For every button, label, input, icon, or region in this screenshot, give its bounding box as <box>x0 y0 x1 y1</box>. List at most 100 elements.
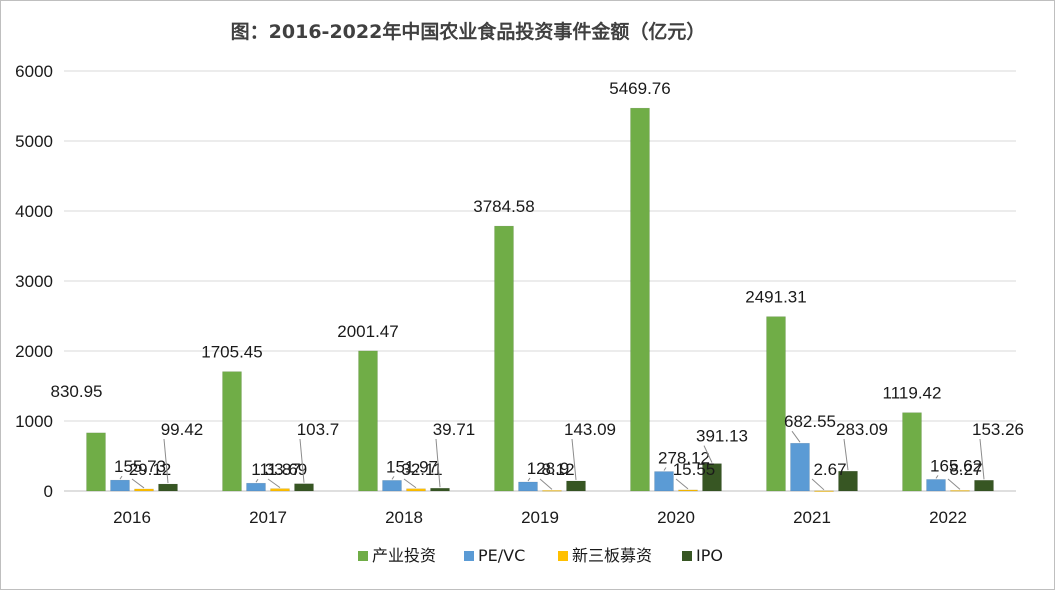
leader-line <box>703 445 713 463</box>
bar <box>766 316 786 492</box>
leader-line <box>119 475 123 480</box>
bar <box>222 371 242 492</box>
data-label: 5469.76 <box>609 79 670 98</box>
bar <box>654 471 674 492</box>
y-tick-label: 4000 <box>15 202 53 221</box>
data-label: 165.62 <box>930 456 982 475</box>
bar <box>158 483 178 492</box>
x-tick-label: 2021 <box>793 508 831 527</box>
bar <box>358 350 378 492</box>
data-label: 8.12 <box>541 460 574 479</box>
bar <box>926 479 946 492</box>
bar <box>294 483 314 492</box>
leader-line <box>979 438 985 480</box>
data-label: 391.13 <box>696 427 748 446</box>
legend-swatch <box>682 551 692 561</box>
data-label: 32.11 <box>401 460 442 479</box>
bar <box>790 442 810 492</box>
bar <box>134 488 154 492</box>
bar <box>270 488 290 492</box>
leader-line <box>403 478 417 489</box>
y-axis: 0 1000 2000 3000 4000 5000 6000 <box>15 62 53 501</box>
leader-line <box>675 478 689 490</box>
data-label: 111.87 <box>251 460 300 479</box>
data-label: 1119.42 <box>883 384 942 403</box>
bar <box>950 490 970 492</box>
leader-line <box>163 438 169 484</box>
bar <box>382 480 402 492</box>
legend-label: 新三板募资 <box>572 546 652 565</box>
bar <box>518 481 538 492</box>
y-tick-label: 0 <box>44 482 53 501</box>
bar <box>246 482 266 492</box>
leader-line <box>811 478 825 491</box>
data-label: 151.97 <box>386 457 438 476</box>
bar <box>702 463 722 492</box>
legend-label: 产业投资 <box>372 546 436 565</box>
data-label: 143.09 <box>564 420 616 439</box>
leader-line <box>663 467 667 471</box>
leader-line <box>791 430 801 443</box>
x-tick-label: 2016 <box>113 508 151 527</box>
data-label: 283.09 <box>836 420 888 439</box>
x-axis: 2016 2017 2018 2019 2020 2021 2022 <box>113 508 967 527</box>
x-tick-label: 2018 <box>385 508 423 527</box>
leader-line <box>391 476 395 480</box>
leader-line <box>571 438 577 481</box>
bar <box>974 480 994 492</box>
data-label: 3784.58 <box>473 197 534 216</box>
x-tick-label: 2022 <box>929 508 967 527</box>
leader-line <box>539 478 553 490</box>
legend-label: IPO <box>696 546 723 565</box>
data-label: 830.95 <box>51 382 103 401</box>
bar <box>430 487 450 492</box>
data-label: 682.55 <box>784 412 836 431</box>
x-tick-label: 2017 <box>249 508 287 527</box>
leader-line <box>131 478 145 489</box>
data-label: 103.7 <box>297 420 340 439</box>
leader-line <box>435 438 441 488</box>
data-label: 155.73 <box>114 457 166 476</box>
data-label: 2.67 <box>813 460 846 479</box>
data-label: 278.12 <box>658 449 710 468</box>
bar <box>406 488 426 492</box>
data-label: 128.9 <box>527 459 570 478</box>
y-tick-label: 2000 <box>15 342 53 361</box>
bar <box>86 432 106 492</box>
bar <box>110 479 130 492</box>
leader-line <box>947 478 961 490</box>
data-label: 2001.47 <box>337 322 398 341</box>
data-label: 153.26 <box>972 420 1024 439</box>
leader-line <box>935 475 939 479</box>
chart-title: 图：2016-2022年中国农业食品投资事件金额（亿元） <box>231 20 706 43</box>
legend: 产业投资 PE/VC 新三板募资 IPO <box>358 546 723 565</box>
y-tick-label: 3000 <box>15 272 53 291</box>
data-label: 33.69 <box>265 460 308 479</box>
data-label: 99.42 <box>161 420 204 439</box>
bar <box>814 490 834 492</box>
x-tick-label: 2020 <box>657 508 695 527</box>
y-tick-label: 5000 <box>15 132 53 151</box>
y-tick-label: 1000 <box>15 412 53 431</box>
data-label: 1705.45 <box>201 343 262 362</box>
bar <box>678 489 698 492</box>
bar <box>838 470 858 492</box>
legend-swatch <box>464 551 474 561</box>
y-tick-label: 6000 <box>15 62 53 81</box>
data-label: 2491.31 <box>745 288 806 307</box>
legend-swatch <box>358 551 368 561</box>
data-label: 8.27 <box>949 460 982 479</box>
legend-swatch <box>558 551 568 561</box>
bar <box>566 480 586 492</box>
data-label: 39.71 <box>433 420 476 439</box>
leader-line <box>267 478 281 489</box>
bar <box>494 225 514 492</box>
bars <box>86 107 994 492</box>
leader-line <box>843 438 849 471</box>
leader-line <box>255 478 259 483</box>
leader-line <box>299 438 305 483</box>
legend-label: PE/VC <box>478 546 525 565</box>
